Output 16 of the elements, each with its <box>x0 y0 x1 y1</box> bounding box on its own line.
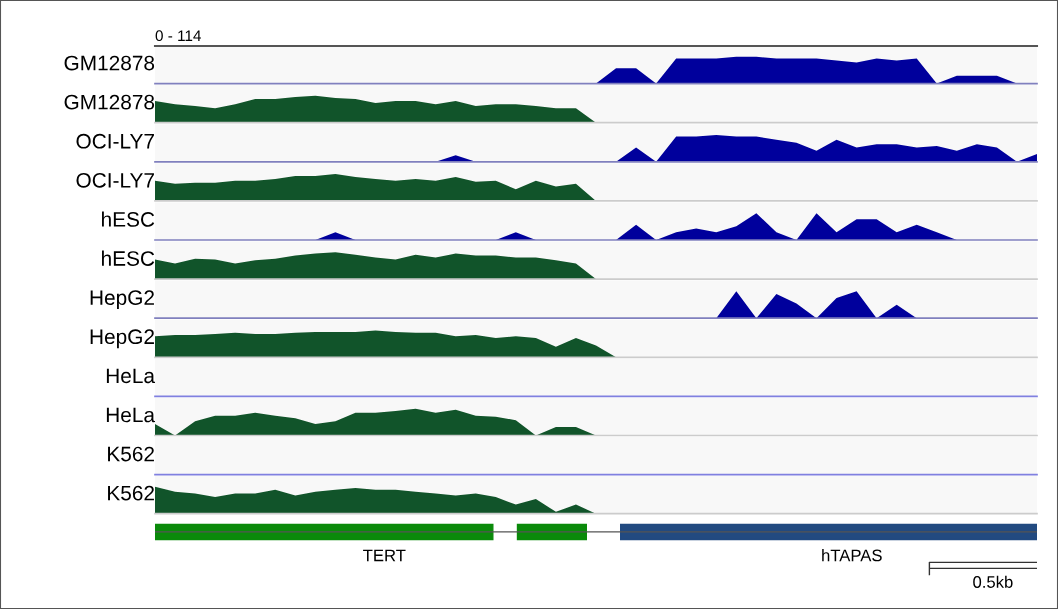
y-axis-title: GM12878 <box>64 94 155 110</box>
text: HeLa <box>106 368 155 384</box>
y-axis-title: K562 <box>108 485 154 501</box>
y-axis-title: GM12878 <box>64 55 155 71</box>
y-axis-title: HepG2 <box>90 290 154 310</box>
text: K562 <box>108 446 154 462</box>
y-axis-title: HeLa <box>106 407 155 423</box>
text: hTAPAS <box>822 549 882 562</box>
y-axis-title: OCI-LY7 <box>76 133 154 149</box>
y-axis-title: OCI-LY7 <box>76 172 154 188</box>
y-axis-title: hESC <box>102 250 155 266</box>
text: TERT <box>363 549 406 562</box>
text: 0.5kb <box>973 575 1013 588</box>
y-axis-title: hESC <box>102 211 155 227</box>
y-axis-title: HepG2 <box>90 329 154 349</box>
text: 0 - 114 <box>155 30 201 42</box>
